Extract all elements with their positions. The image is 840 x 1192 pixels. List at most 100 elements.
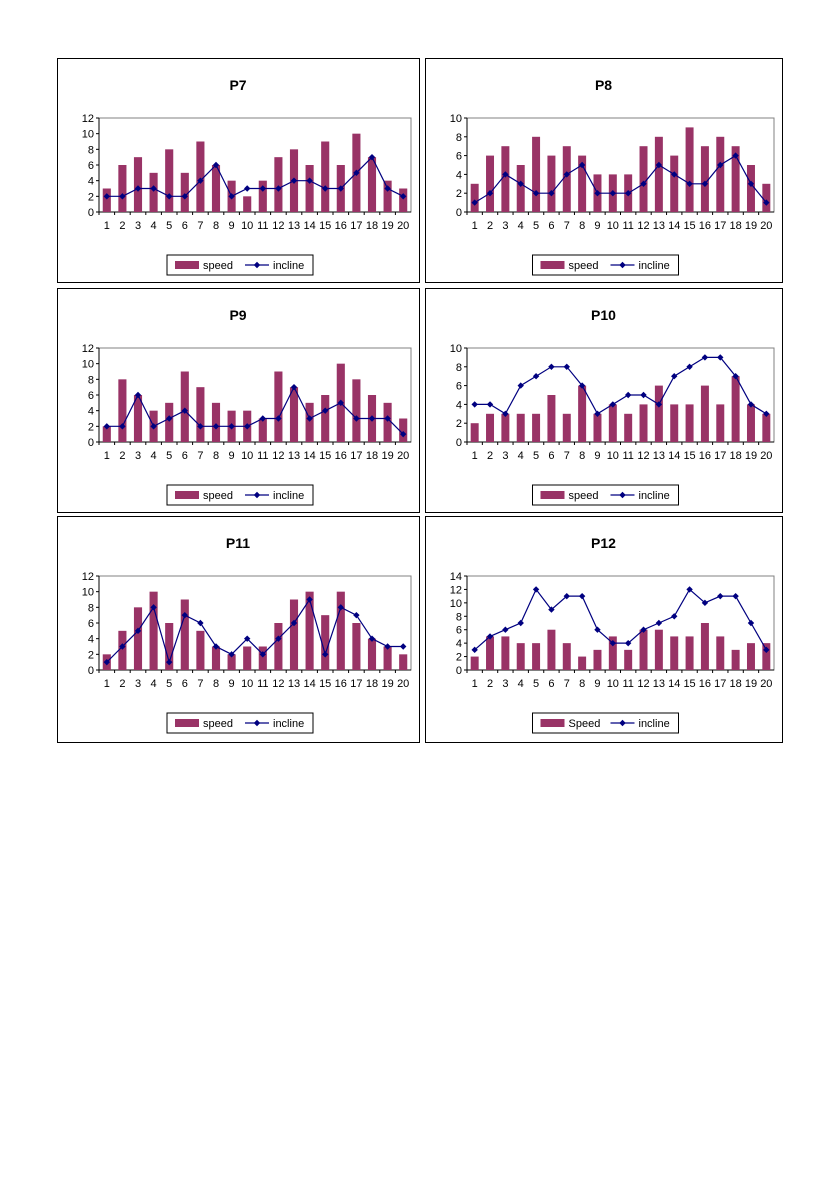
x-tick-label: 2 <box>487 450 493 462</box>
incline-point <box>166 193 173 200</box>
speed-bar <box>289 599 299 670</box>
y-tick-label: 8 <box>88 374 94 386</box>
incline-point <box>594 626 601 633</box>
speed-bar <box>352 379 361 442</box>
x-tick-label: 6 <box>548 450 554 462</box>
speed-bar <box>685 404 694 442</box>
x-tick-label: 7 <box>564 450 570 462</box>
speed-bar <box>258 646 267 670</box>
speed-bar <box>685 636 694 670</box>
speed-bar <box>624 649 633 670</box>
incline-point <box>686 180 693 187</box>
x-tick-label: 3 <box>502 450 508 462</box>
incline-point <box>290 177 298 184</box>
x-tick-label: 7 <box>197 450 203 462</box>
y-tick-label: 10 <box>82 129 94 141</box>
y-tick-label: 8 <box>456 362 462 374</box>
incline-line <box>106 598 404 665</box>
speed-bar <box>700 385 709 442</box>
speed-bar <box>700 623 709 670</box>
speed-bar <box>486 155 495 212</box>
x-tick-label: 7 <box>197 678 203 690</box>
x-tick-label: 2 <box>487 678 493 690</box>
speed-bar <box>670 636 679 670</box>
legend-incline-marker <box>619 719 626 727</box>
incline-line <box>106 156 404 198</box>
legend-incline-label: incline <box>639 718 670 730</box>
speed-bar <box>731 146 740 212</box>
x-tick-label: 2 <box>119 450 125 462</box>
incline-point <box>655 161 663 169</box>
y-tick-label: 10 <box>450 343 462 355</box>
speed-bar <box>399 654 408 670</box>
incline-line <box>106 385 404 435</box>
speed-bar <box>593 413 602 442</box>
legend-incline-label: incline <box>273 490 304 502</box>
speed-bar <box>516 165 525 212</box>
legend-box <box>166 712 314 734</box>
incline-point <box>322 407 329 414</box>
incline-point <box>747 401 755 408</box>
y-tick-label: 12 <box>82 571 94 583</box>
incline-point <box>244 185 251 192</box>
incline-point <box>609 639 617 647</box>
incline-point <box>181 193 188 200</box>
legend-incline-label: incline <box>273 260 304 272</box>
x-tick-label: 11 <box>622 678 633 690</box>
y-tick-label: 2 <box>456 418 462 430</box>
y-tick-label: 6 <box>456 381 462 393</box>
legend-incline-marker <box>253 719 261 727</box>
speed-bar <box>746 404 755 442</box>
x-tick-label: 4 <box>151 450 157 462</box>
incline-point <box>306 415 313 422</box>
incline-point <box>701 354 709 361</box>
x-tick-label: 3 <box>502 220 508 232</box>
speed-bar <box>274 371 283 442</box>
x-tick-label: 6 <box>548 220 554 232</box>
incline-point <box>624 639 632 647</box>
speed-bar <box>501 146 510 212</box>
x-tick-label: 19 <box>745 678 757 690</box>
speed-bar <box>746 643 755 670</box>
incline-point <box>134 391 142 399</box>
incline-point <box>119 643 126 650</box>
x-tick-label: 12 <box>637 450 649 462</box>
x-tick-label: 12 <box>272 450 284 462</box>
incline-point <box>502 626 509 633</box>
incline-point <box>306 177 313 184</box>
speed-bar <box>516 643 525 670</box>
y-tick-label: 10 <box>450 113 462 125</box>
y-tick-label: 0 <box>456 207 462 219</box>
speed-bar <box>305 402 314 442</box>
speed-bar <box>102 426 111 442</box>
x-tick-label: 10 <box>607 678 619 690</box>
incline-point <box>640 180 647 187</box>
x-tick-label: 14 <box>303 450 315 462</box>
legend-speed-label: speed <box>569 260 599 272</box>
y-tick-label: 12 <box>82 343 94 355</box>
speed-bar <box>562 146 571 212</box>
speed-bar <box>180 599 189 670</box>
incline-point <box>471 401 478 408</box>
speed-bar <box>399 188 408 212</box>
speed-bar <box>336 591 345 670</box>
y-tick-label: 12 <box>82 113 94 125</box>
incline-point <box>197 177 204 184</box>
x-tick-label: 4 <box>151 678 157 690</box>
x-tick-label: 17 <box>714 220 726 232</box>
incline-point <box>228 193 235 200</box>
speed-bar <box>211 402 221 442</box>
speed-bar <box>196 141 205 212</box>
x-tick-label: 19 <box>381 678 393 690</box>
incline-point <box>624 190 632 197</box>
chart-title: P9 <box>229 307 246 323</box>
incline-point <box>640 391 647 399</box>
incline-point <box>400 193 407 200</box>
y-tick-label: 6 <box>456 625 462 637</box>
speed-bar <box>133 395 143 442</box>
legend-box <box>166 254 314 276</box>
x-tick-label: 14 <box>668 450 680 462</box>
incline-point <box>532 190 540 197</box>
speed-bar <box>762 183 771 212</box>
